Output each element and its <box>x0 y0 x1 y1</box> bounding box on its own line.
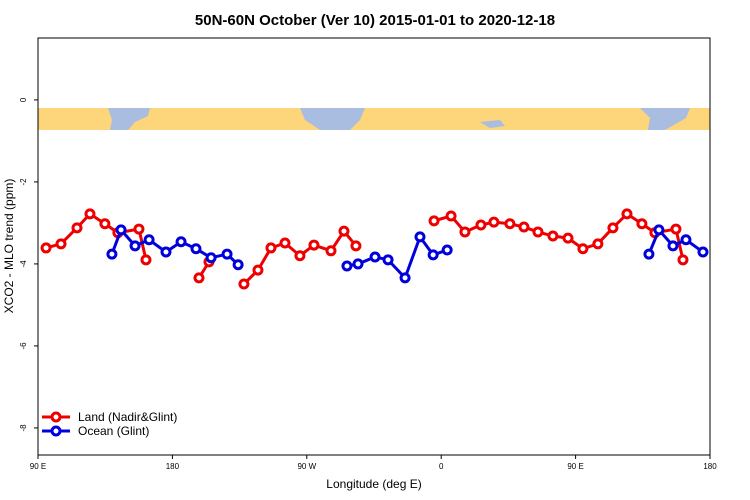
point <box>621 208 633 220</box>
y-axis-label: XCO2 - MLO trend (ppm) <box>2 179 16 314</box>
point <box>71 222 83 234</box>
point <box>532 226 544 238</box>
point <box>547 230 559 242</box>
point <box>252 264 264 276</box>
point <box>562 232 574 244</box>
point <box>140 254 152 266</box>
point <box>428 215 440 227</box>
point <box>106 248 118 260</box>
point <box>308 239 320 251</box>
legend-label: Ocean (Glint) <box>78 424 149 438</box>
point <box>518 221 530 233</box>
x-axis-label: Longitude (deg E) <box>326 477 421 491</box>
plot-frame <box>37 37 711 456</box>
point <box>653 224 665 236</box>
point <box>636 218 648 230</box>
point <box>350 240 362 252</box>
point <box>577 243 589 255</box>
y-tick-label: -6 <box>19 342 28 350</box>
map-background <box>38 108 710 130</box>
y-tick-label: -2 <box>19 178 28 186</box>
point <box>697 246 709 258</box>
point <box>190 243 202 255</box>
point <box>670 223 682 235</box>
point <box>279 237 291 249</box>
x-tick-label: 0 <box>439 462 444 471</box>
point <box>175 236 187 248</box>
point <box>238 278 250 290</box>
point <box>459 226 471 238</box>
x-tick-label: 180 <box>703 462 717 471</box>
y-tick-label: 0 <box>19 97 28 102</box>
point <box>504 218 516 230</box>
point <box>160 246 172 258</box>
point <box>40 242 52 254</box>
x-tick-label: 90 W <box>297 462 316 471</box>
point <box>399 272 411 284</box>
y-tick-label: -4 <box>19 260 28 268</box>
point <box>55 238 67 250</box>
point <box>129 240 141 252</box>
point <box>475 219 487 231</box>
point <box>325 245 337 257</box>
legend-label: Land (Nadir&Glint) <box>78 410 177 424</box>
x-tick-label: 180 <box>166 462 180 471</box>
series-line <box>45 211 685 286</box>
chart-title: 50N-60N October (Ver 10) 2015-01-01 to 2… <box>195 12 555 29</box>
point <box>193 272 205 284</box>
point <box>382 254 394 266</box>
point <box>265 242 277 254</box>
legend-marker <box>50 411 62 423</box>
x-tick-label: 90 E <box>567 462 583 471</box>
point <box>441 244 453 256</box>
point <box>607 222 619 234</box>
point <box>445 210 457 222</box>
point <box>133 223 145 235</box>
point <box>341 260 353 272</box>
point <box>667 240 679 252</box>
point <box>99 218 111 230</box>
point <box>221 248 233 260</box>
x-tick-label: 90 E <box>30 462 46 471</box>
point <box>84 208 96 220</box>
point <box>115 224 127 236</box>
point <box>338 225 350 237</box>
point <box>352 258 364 270</box>
point <box>232 259 244 271</box>
point <box>294 250 306 262</box>
map-strip <box>38 108 710 130</box>
point <box>643 248 655 260</box>
y-tick-label: -8 <box>19 424 28 432</box>
point <box>143 234 155 246</box>
point <box>205 252 217 264</box>
point <box>592 238 604 250</box>
point <box>369 251 381 263</box>
point <box>414 231 426 243</box>
series-line <box>110 227 704 281</box>
legend-marker <box>50 425 62 437</box>
point <box>677 254 689 266</box>
point <box>680 234 692 246</box>
point <box>488 216 500 228</box>
point <box>427 249 439 261</box>
